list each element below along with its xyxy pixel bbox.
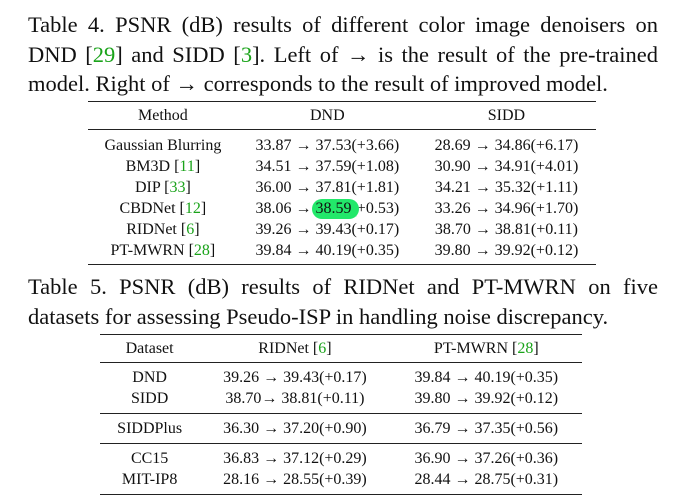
- bracket: ]: [194, 221, 200, 238]
- table-row: MIT-IP8 28.16 → 28.55(+0.39) 28.44 → 28.…: [100, 469, 582, 495]
- column-header-method: Method: [88, 101, 238, 130]
- dnd-cell: 39.84 → 40.19(+0.35): [255, 242, 400, 259]
- dnd-cell: 34.51 → 37.59(+1.08): [255, 158, 400, 175]
- citation-link-6[interactable]: 6: [186, 221, 195, 238]
- table5: Dataset RIDNet [6] PT-MWRN [28] DND 39.2…: [100, 334, 582, 495]
- dataset-cell: CC15: [100, 443, 200, 469]
- ridnet-cell: 36.83 → 37.12(+0.29): [199, 443, 391, 469]
- column-header-ptmwrn: PT-MWRN [28]: [390, 334, 582, 363]
- dnd-cell: 38.06 → 38.59(+0.53): [238, 198, 417, 219]
- sidd-cell: 30.90 → 34.91(+4.01): [434, 158, 579, 175]
- ptmwrn-cell: 39.80 → 39.92(+0.12): [414, 390, 559, 407]
- table-header-row: Method DND SIDD: [88, 101, 596, 130]
- ridnet-cell: 38.70→ 38.81(+0.11): [225, 390, 365, 407]
- caption-text: Table 4. PSNR (dB) results of different …: [28, 12, 658, 67]
- method-cell: PT-MWRN [28]: [88, 240, 238, 265]
- caption-text: ]. Left of → is the result of the pre-tr…: [28, 41, 658, 97]
- citation-link-11[interactable]: 11: [179, 158, 195, 175]
- table-row: RIDNet [6] 39.26 → 39.43(+0.17) 38.70 → …: [88, 219, 596, 240]
- table4: Method DND SIDD Gaussian Blurring 33.87 …: [88, 101, 596, 265]
- method-name: RIDNet [: [126, 221, 187, 238]
- dataset-cell: SIDDPlus: [100, 413, 200, 444]
- bracket: ]: [185, 179, 191, 196]
- ptmwrn-cell: 28.44 → 28.75(+0.31): [414, 471, 559, 488]
- ptmwrn-cell: 39.84 → 40.19(+0.35): [414, 369, 559, 386]
- column-header-dataset: Dataset: [100, 334, 200, 363]
- bracket: ]: [194, 158, 201, 175]
- citation-link-28[interactable]: 28: [517, 340, 534, 357]
- sidd-cell: 33.26 → 34.96(+1.70): [434, 200, 579, 217]
- ptmwrn-cell: 36.79 → 37.35(+0.56): [390, 413, 582, 444]
- sidd-cell: 38.70 → 38.81(+0.11): [434, 221, 578, 238]
- method-cell: RIDNet [6]: [88, 219, 238, 240]
- table-header-row: Dataset RIDNet [6] PT-MWRN [28]: [100, 334, 582, 363]
- header-text: PT-MWRN [: [433, 340, 518, 357]
- dataset-cell: MIT-IP8: [121, 471, 178, 488]
- column-header-sidd: SIDD: [416, 101, 596, 130]
- table-row: SIDD 38.70→ 38.81(+0.11) 39.80 → 39.92(+…: [100, 388, 582, 414]
- table-row: PT-MWRN [28] 39.84 → 40.19(+0.35) 39.80 …: [88, 240, 596, 265]
- table-row: BM3D [11] 34.51 → 37.59(+1.08) 30.90 → 3…: [88, 156, 596, 177]
- table-row: DIP [33] 36.00 → 37.81(+1.81) 34.21 → 35…: [88, 177, 596, 198]
- method-name: CBDNet [: [119, 200, 185, 217]
- ridnet-cell: 39.26 → 39.43(+0.17): [223, 369, 367, 386]
- method-name: PT-MWRN [: [110, 242, 194, 259]
- caption-text: ] and SIDD [: [115, 41, 241, 67]
- table-row: Gaussian Blurring 33.87 → 37.53(+3.66) 2…: [88, 130, 596, 157]
- dnd-cell: 36.00 → 37.81(+1.81): [255, 179, 400, 196]
- method-cell: CBDNet [12]: [88, 198, 238, 219]
- dnd-cell: 39.26 → 39.43(+0.17): [255, 221, 400, 238]
- column-header-dnd: DND: [237, 101, 417, 130]
- method-cell: BM3D [11]: [88, 156, 238, 177]
- ptmwrn-cell: 36.90 → 37.26(+0.36): [390, 443, 582, 469]
- dataset-cell: DND: [132, 369, 167, 386]
- citation-link-6[interactable]: 6: [318, 340, 327, 357]
- header-text: RIDNet [: [258, 340, 319, 357]
- sidd-cell: 28.69 → 34.86(+6.17): [434, 137, 579, 154]
- dnd-value-pre: 38.06 →: [255, 200, 316, 217]
- table4-caption: Table 4. PSNR (dB) results of different …: [28, 10, 658, 99]
- column-header-ridnet: RIDNet [6]: [199, 334, 391, 363]
- method-name: BM3D [: [125, 158, 180, 175]
- table-row: CC15 36.83 → 37.12(+0.29) 36.90 → 37.26(…: [100, 443, 582, 469]
- table5-caption: Table 5. PSNR (dB) results of RIDNet and…: [28, 274, 658, 329]
- citation-link-28[interactable]: 28: [193, 242, 210, 259]
- highlighted-value: 38.59: [312, 199, 360, 219]
- ridnet-cell: 36.30 → 37.20(+0.90): [199, 413, 391, 444]
- ridnet-cell: 28.16 → 28.55(+0.39): [223, 471, 367, 488]
- sidd-cell: 34.21 → 35.32(+1.11): [434, 179, 578, 196]
- bracket: ]: [533, 340, 539, 357]
- citation-link-33[interactable]: 33: [169, 179, 186, 196]
- dnd-value-post: (+0.53): [351, 200, 400, 217]
- sidd-cell: 39.80 → 39.92(+0.12): [434, 242, 579, 259]
- citation-link-3[interactable]: 3: [240, 41, 253, 67]
- method-cell: Gaussian Blurring: [104, 137, 222, 154]
- bracket: ]: [209, 242, 216, 259]
- dnd-cell: 33.87 → 37.53(+3.66): [255, 137, 400, 154]
- method-name: DIP [: [134, 179, 170, 196]
- table-row: DND 39.26 → 39.43(+0.17) 39.84 → 40.19(+…: [100, 363, 582, 389]
- bracket: ]: [326, 340, 332, 357]
- table-row: CBDNet [12] 38.06 → 38.59(+0.53) 33.26 →…: [88, 198, 596, 219]
- citation-link-12[interactable]: 12: [184, 200, 201, 217]
- dataset-cell: SIDD: [130, 390, 169, 407]
- method-cell: DIP [33]: [88, 177, 238, 198]
- bracket: ]: [200, 200, 207, 217]
- table-row: SIDDPlus 36.30 → 37.20(+0.90) 36.79 → 37…: [100, 413, 582, 444]
- citation-link-29[interactable]: 29: [92, 41, 116, 67]
